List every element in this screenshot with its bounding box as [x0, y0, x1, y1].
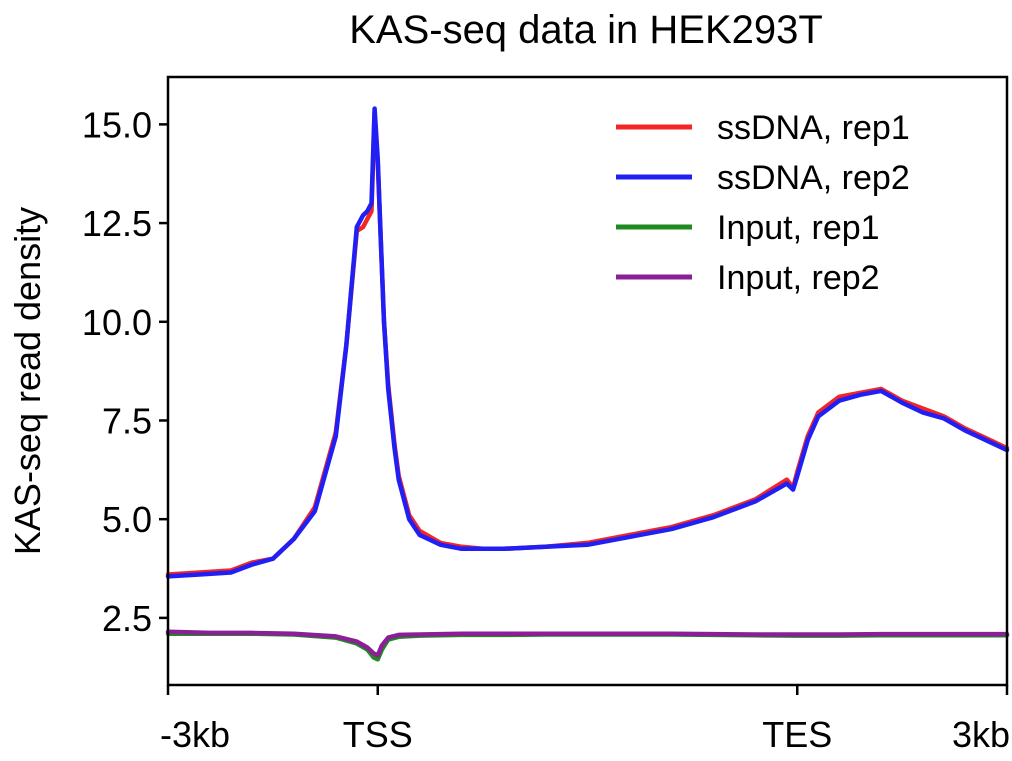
chart-title: KAS-seq data in HEK293T	[349, 8, 823, 52]
legend-label: ssDNA, rep2	[717, 159, 910, 197]
y-tick-label: 7.5	[102, 400, 152, 441]
x-tick-label: TSS	[343, 714, 413, 755]
legend-label: Input, rep2	[717, 259, 880, 297]
plot-frame	[166, 75, 1009, 687]
y-tick-label: 10.0	[82, 302, 152, 343]
y-tick-label: 5.0	[102, 499, 152, 540]
plot-series	[165, 106, 1010, 662]
legend: ssDNA, rep1 ssDNA, rep2 Input, rep1 Input, …	[616, 109, 910, 297]
series-line-2	[165, 106, 1010, 579]
x-tick-label: 3kb	[952, 714, 1010, 755]
x-tick-label: -3kb	[160, 714, 230, 755]
series-line-4	[165, 629, 1010, 658]
y-tick-label: 2.5	[102, 598, 152, 639]
series-line-3	[165, 631, 1010, 662]
x-tick-label: TES	[762, 714, 832, 755]
y-tick-label: 12.5	[82, 203, 152, 244]
y-tick-label: 15.0	[82, 104, 152, 145]
legend-label: ssDNA, rep1	[717, 109, 910, 147]
x-axis: -3kb TSS TES 3kb	[160, 685, 1010, 755]
legend-label: Input, rep1	[717, 209, 880, 247]
y-axis-label: KAS-seq read density	[7, 207, 48, 555]
y-axis: 2.5 5.0 7.5 10.0 12.5 15.0	[82, 104, 168, 639]
